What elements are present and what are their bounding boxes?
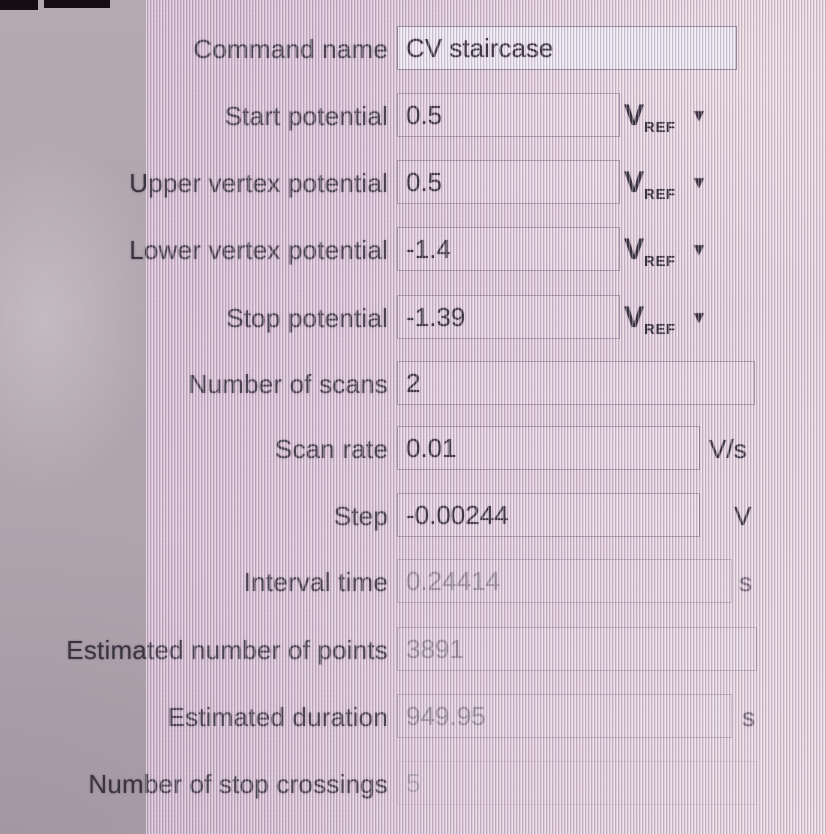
interval-time-field: 0.24414	[397, 559, 732, 603]
upper-vertex-potential-value: 0.5	[406, 167, 443, 197]
step-label: Step	[333, 501, 388, 531]
estimated-duration-unit: s	[742, 702, 755, 732]
number-of-scans-input[interactable]: 2	[397, 361, 755, 405]
top-left-artifact	[0, 0, 38, 10]
stop-crossings-field: 5	[397, 761, 757, 805]
start-potential-input[interactable]: 0.5	[397, 93, 620, 137]
command-name-value: CV staircase	[406, 33, 554, 63]
chevron-down-icon: ▼	[690, 308, 708, 327]
estimated-points-field: 3891	[397, 627, 757, 671]
interval-time-label: Interval time	[243, 567, 388, 597]
command-name-label: Command name	[193, 34, 388, 64]
lower-vertex-potential-label: Lower vertex potential	[129, 235, 388, 265]
row-stop-potential: Stop potential -1.39 VREF ▼	[0, 295, 826, 341]
step-value: -0.00244	[406, 500, 509, 530]
stop-potential-unit-dropdown[interactable]: VREF ▼	[624, 295, 707, 341]
upper-vertex-potential-label: Upper vertex potential	[129, 168, 388, 198]
interval-time-value: 0.24414	[406, 566, 500, 596]
vref-unit-label: VREF	[624, 166, 676, 203]
row-lower-vertex-potential: Lower vertex potential -1.4 VREF ▼	[0, 227, 826, 273]
estimated-duration-field: 949.95	[397, 694, 732, 738]
chevron-down-icon: ▼	[690, 106, 708, 125]
row-command-name: Command name CV staircase	[0, 26, 826, 72]
interval-time-unit: s	[739, 567, 752, 597]
stop-potential-label: Stop potential	[226, 303, 388, 333]
vref-unit-label: VREF	[624, 233, 676, 270]
scan-rate-input[interactable]: 0.01	[397, 426, 700, 470]
screen-edge-strip	[0, 0, 146, 834]
number-of-scans-value: 2	[406, 368, 421, 398]
row-step: Step -0.00244 V	[0, 493, 826, 539]
scan-rate-label: Scan rate	[274, 434, 388, 464]
scan-rate-unit: V/s	[709, 434, 747, 464]
row-estimated-duration: Estimated duration 949.95 s	[0, 694, 826, 740]
upper-vertex-potential-input[interactable]: 0.5	[397, 160, 620, 204]
step-unit: V	[734, 501, 752, 531]
row-scan-rate: Scan rate 0.01 V/s	[0, 426, 826, 472]
number-of-scans-label: Number of scans	[188, 369, 388, 399]
top-left-artifact	[44, 0, 110, 8]
start-potential-label: Start potential	[224, 101, 388, 131]
row-upper-vertex-potential: Upper vertex potential 0.5 VREF ▼	[0, 160, 826, 206]
stop-potential-input[interactable]: -1.39	[397, 295, 620, 339]
row-number-of-stop-crossings: Number of stop crossings 5	[0, 761, 826, 807]
start-potential-value: 0.5	[406, 100, 443, 130]
vref-unit-label: VREF	[624, 301, 676, 338]
row-interval-time: Interval time 0.24414 s	[0, 559, 826, 605]
chevron-down-icon: ▼	[690, 240, 708, 259]
estimated-duration-value: 949.95	[406, 701, 486, 731]
start-potential-unit-dropdown[interactable]: VREF ▼	[624, 93, 707, 139]
stop-potential-value: -1.39	[406, 302, 466, 332]
step-input[interactable]: -0.00244	[397, 493, 700, 537]
estimated-points-label: Estimated number of points	[66, 635, 388, 665]
scan-rate-value: 0.01	[406, 433, 457, 463]
upper-vertex-unit-dropdown[interactable]: VREF ▼	[624, 160, 707, 206]
command-name-input[interactable]: CV staircase	[397, 26, 737, 70]
lower-vertex-potential-value: -1.4	[406, 234, 451, 264]
stop-crossings-label: Number of stop crossings	[88, 769, 388, 799]
row-start-potential: Start potential 0.5 VREF ▼	[0, 93, 826, 139]
estimated-points-value: 3891	[406, 634, 464, 664]
estimated-duration-label: Estimated duration	[167, 702, 388, 732]
vref-unit-label: VREF	[624, 99, 676, 136]
lower-vertex-potential-input[interactable]: -1.4	[397, 227, 620, 271]
row-number-of-scans: Number of scans 2	[0, 361, 826, 407]
stop-crossings-value: 5	[406, 768, 421, 798]
chevron-down-icon: ▼	[690, 173, 708, 192]
lower-vertex-unit-dropdown[interactable]: VREF ▼	[624, 227, 707, 273]
row-estimated-number-of-points: Estimated number of points 3891	[0, 627, 826, 673]
